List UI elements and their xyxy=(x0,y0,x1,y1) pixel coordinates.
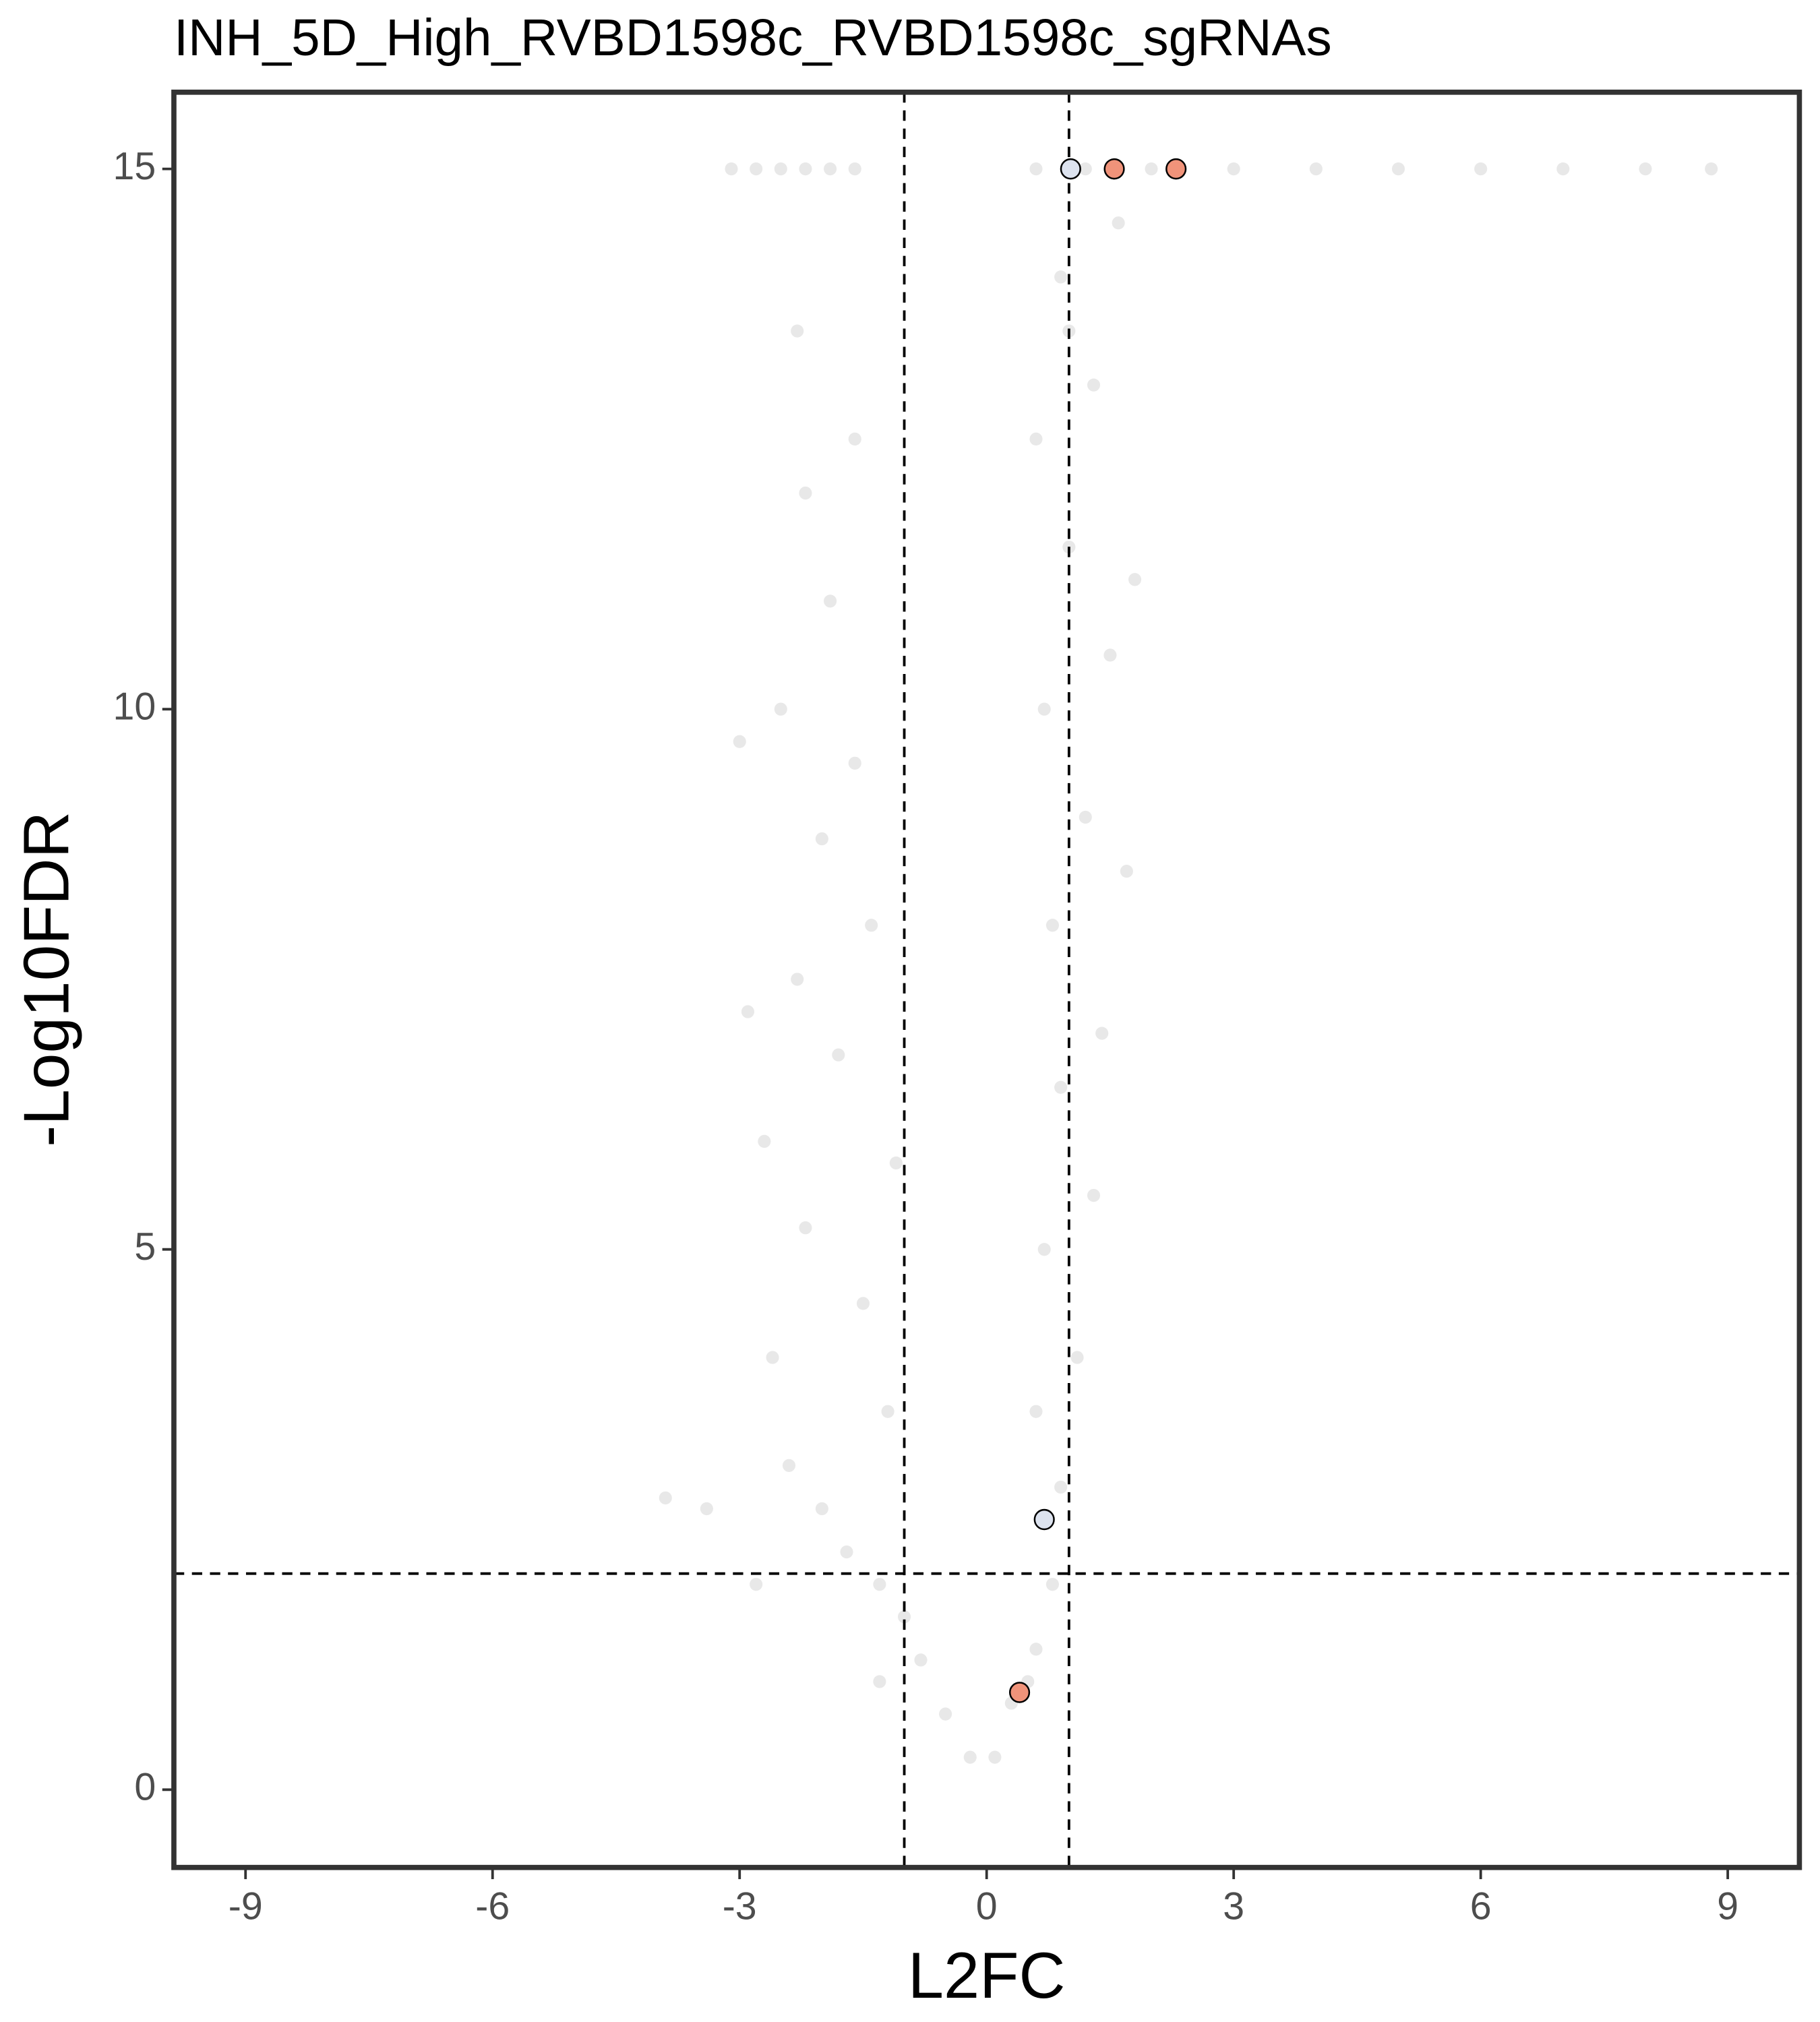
background-point xyxy=(1079,162,1092,176)
background-point xyxy=(848,432,861,446)
background-point xyxy=(1309,162,1323,176)
x-tick-label: -6 xyxy=(475,1885,510,1928)
plot-border xyxy=(171,89,1802,1870)
background-point xyxy=(889,1156,903,1170)
background-point xyxy=(799,1221,812,1235)
highlight-point xyxy=(1033,1508,1055,1531)
background-point xyxy=(1054,1080,1068,1094)
background-point xyxy=(848,162,861,176)
background-point xyxy=(1070,1351,1084,1364)
x-tick-label: -9 xyxy=(229,1885,263,1928)
x-axis-label: L2FC xyxy=(908,1939,1066,2011)
background-point xyxy=(1054,270,1068,284)
background-point xyxy=(939,1707,952,1721)
y-tick-label: 10 xyxy=(113,685,156,728)
background-point xyxy=(914,1653,928,1667)
background-point xyxy=(1120,865,1133,878)
background-point xyxy=(1128,573,1142,586)
x-tick-label: 9 xyxy=(1717,1885,1738,1928)
background-point xyxy=(848,756,861,770)
y-tick-label: 5 xyxy=(134,1225,156,1268)
x-tick-label: 3 xyxy=(1223,1885,1244,1928)
background-point xyxy=(873,1675,886,1688)
background-point xyxy=(1474,162,1488,176)
background-point xyxy=(774,702,787,716)
background-point xyxy=(1705,162,1718,176)
background-point xyxy=(1029,1643,1043,1656)
background-point xyxy=(758,1134,771,1148)
background-point xyxy=(1029,432,1043,446)
background-point xyxy=(840,1545,853,1559)
x-tick-label: 0 xyxy=(976,1885,998,1928)
background-point xyxy=(1145,162,1158,176)
background-point xyxy=(1029,162,1043,176)
highlight-point xyxy=(1008,1682,1031,1703)
background-point xyxy=(659,1491,672,1505)
background-point xyxy=(897,1610,911,1624)
background-point xyxy=(1045,1578,1059,1591)
y-axis-label: -Log10FDR xyxy=(11,811,83,1147)
highlight-point xyxy=(1103,158,1125,180)
background-point xyxy=(1556,162,1570,176)
y-tick-label: 15 xyxy=(113,145,156,188)
background-point xyxy=(1095,1027,1109,1040)
background-point xyxy=(766,1351,779,1364)
background-point xyxy=(1227,162,1240,176)
background-point xyxy=(832,1048,845,1062)
background-point xyxy=(1037,702,1051,716)
background-point xyxy=(791,324,804,338)
background-point xyxy=(1079,810,1092,824)
y-tick-label: 0 xyxy=(134,1765,156,1808)
x-tick-label: 6 xyxy=(1470,1885,1492,1928)
background-point xyxy=(856,1297,870,1310)
background-point xyxy=(725,162,738,176)
background-point xyxy=(865,919,878,932)
background-point xyxy=(824,162,837,176)
background-point xyxy=(1087,1188,1101,1202)
background-point xyxy=(1639,162,1652,176)
background-point xyxy=(799,486,812,500)
background-point xyxy=(988,1750,1002,1764)
background-point xyxy=(815,1502,828,1516)
background-point xyxy=(1054,1480,1068,1494)
background-point xyxy=(750,162,763,176)
background-point xyxy=(741,1005,754,1018)
background-point xyxy=(1029,1405,1043,1418)
background-point xyxy=(1112,216,1125,230)
background-point xyxy=(1391,162,1405,176)
background-point xyxy=(1037,1243,1051,1256)
background-point xyxy=(963,1750,977,1764)
background-point xyxy=(1087,378,1101,392)
background-point xyxy=(791,973,804,986)
background-point xyxy=(750,1578,763,1591)
highlight-point xyxy=(1165,158,1187,180)
background-point xyxy=(1103,648,1117,662)
background-point xyxy=(782,1459,796,1472)
background-point xyxy=(700,1502,713,1516)
background-point xyxy=(1045,919,1059,932)
chart-title: INH_5D_High_RVBD1598c_RVBD1598c_sgRNAs xyxy=(174,9,1332,67)
background-point xyxy=(873,1578,886,1591)
background-point xyxy=(881,1405,894,1418)
background-point xyxy=(799,162,812,176)
x-tick-label: -3 xyxy=(723,1885,757,1928)
background-point xyxy=(774,162,787,176)
highlight-point xyxy=(1060,158,1081,180)
background-point xyxy=(824,594,837,608)
background-point xyxy=(733,735,746,748)
background-point xyxy=(815,832,828,846)
